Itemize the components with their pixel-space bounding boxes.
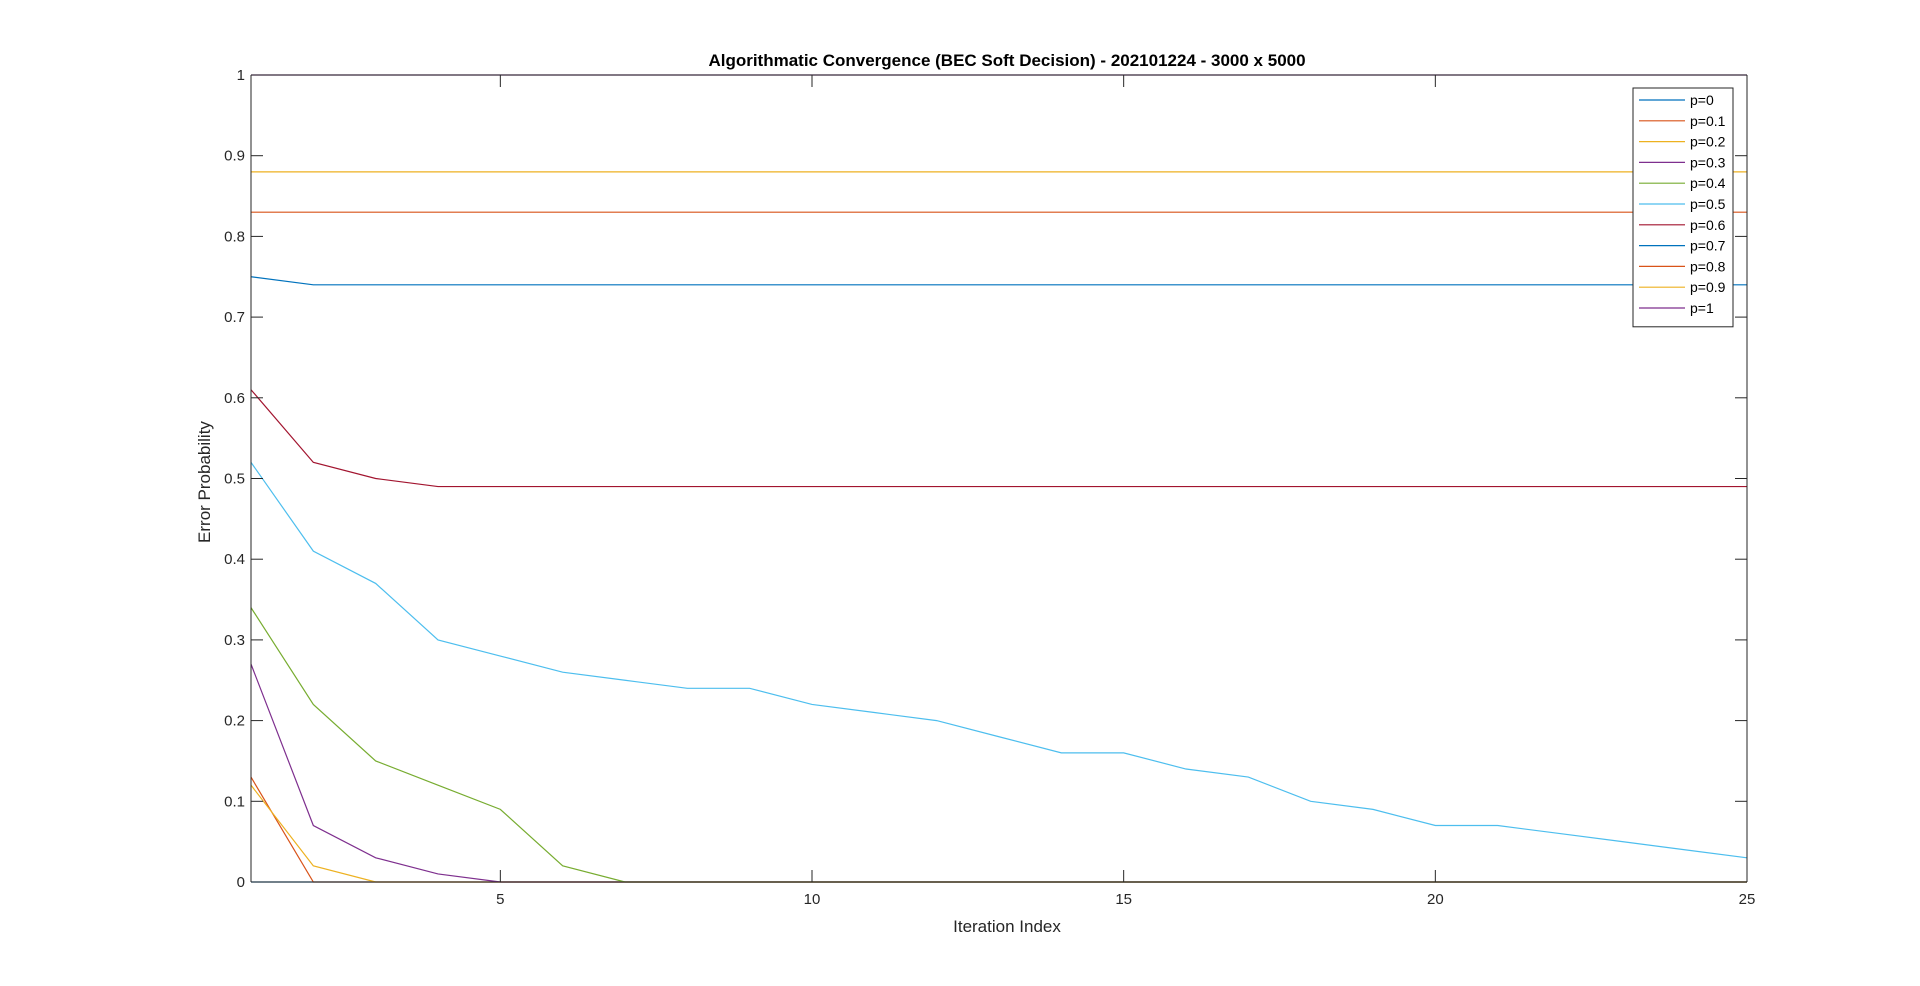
legend-label-5: p=0.5 [1690, 196, 1726, 212]
series-line-3 [250, 663, 1747, 883]
y-tick-label-7: 0.7 [224, 309, 245, 326]
chart-title: Algorithmatic Convergence (BEC Soft Deci… [708, 51, 1305, 70]
legend-label-0: p=0 [1690, 92, 1714, 108]
x-tick-label-2: 15 [1115, 891, 1132, 908]
x-tick-label-3: 20 [1427, 891, 1444, 908]
y-tick-label-6: 0.6 [224, 390, 245, 407]
legend-label-8: p=0.8 [1690, 258, 1726, 274]
y-tick-label-3: 0.3 [224, 632, 245, 649]
legend-label-1: p=0.1 [1690, 113, 1726, 129]
series-line-7 [250, 276, 1747, 286]
y-tick-label-5: 0.5 [224, 471, 245, 488]
x-axis-title: Iteration Index [953, 917, 1061, 936]
y-tick-label-0: 0 [237, 874, 245, 891]
y-tick-label-10: 1 [237, 67, 245, 84]
series-line-6 [250, 389, 1747, 488]
legend: p=0 p=0.1 p=0.2 p=0.3 p=0.4 p=0.5 p=0.6 p=0.7 p=… [1632, 87, 1734, 328]
legend-label-6: p=0.6 [1690, 217, 1726, 233]
series-line-5 [250, 462, 1748, 859]
x-tick-label-1: 10 [804, 891, 821, 908]
y-tick-label-8: 0.8 [224, 228, 245, 245]
legend-label-3: p=0.3 [1690, 154, 1726, 170]
y-tick-label-9: 0.9 [224, 148, 245, 165]
legend-label-4: p=0.4 [1690, 175, 1726, 191]
y-tick-label-2: 0.2 [224, 713, 245, 730]
y-axis-title: Error Probability [195, 421, 214, 543]
legend-label-7: p=0.7 [1690, 238, 1726, 254]
legend-label-10: p=1 [1690, 300, 1714, 316]
x-tick-label-0: 5 [496, 891, 504, 908]
y-tick-label-1: 0.1 [224, 793, 245, 810]
legend-label-2: p=0.2 [1690, 134, 1726, 150]
y-tick-label-4: 0.4 [224, 551, 245, 568]
series-line-4 [250, 607, 1747, 883]
x-tick-label-4: 25 [1739, 891, 1756, 908]
plot-series-group [250, 74, 1748, 883]
series-line-1 [250, 776, 1747, 883]
axes-group: 5 10 15 20 25 0 0.1 0.2 0.3 0.4 0.5 0.6 0.7 0.8 0.9 1 [224, 67, 1755, 908]
legend-label-9: p=0.9 [1690, 279, 1726, 295]
